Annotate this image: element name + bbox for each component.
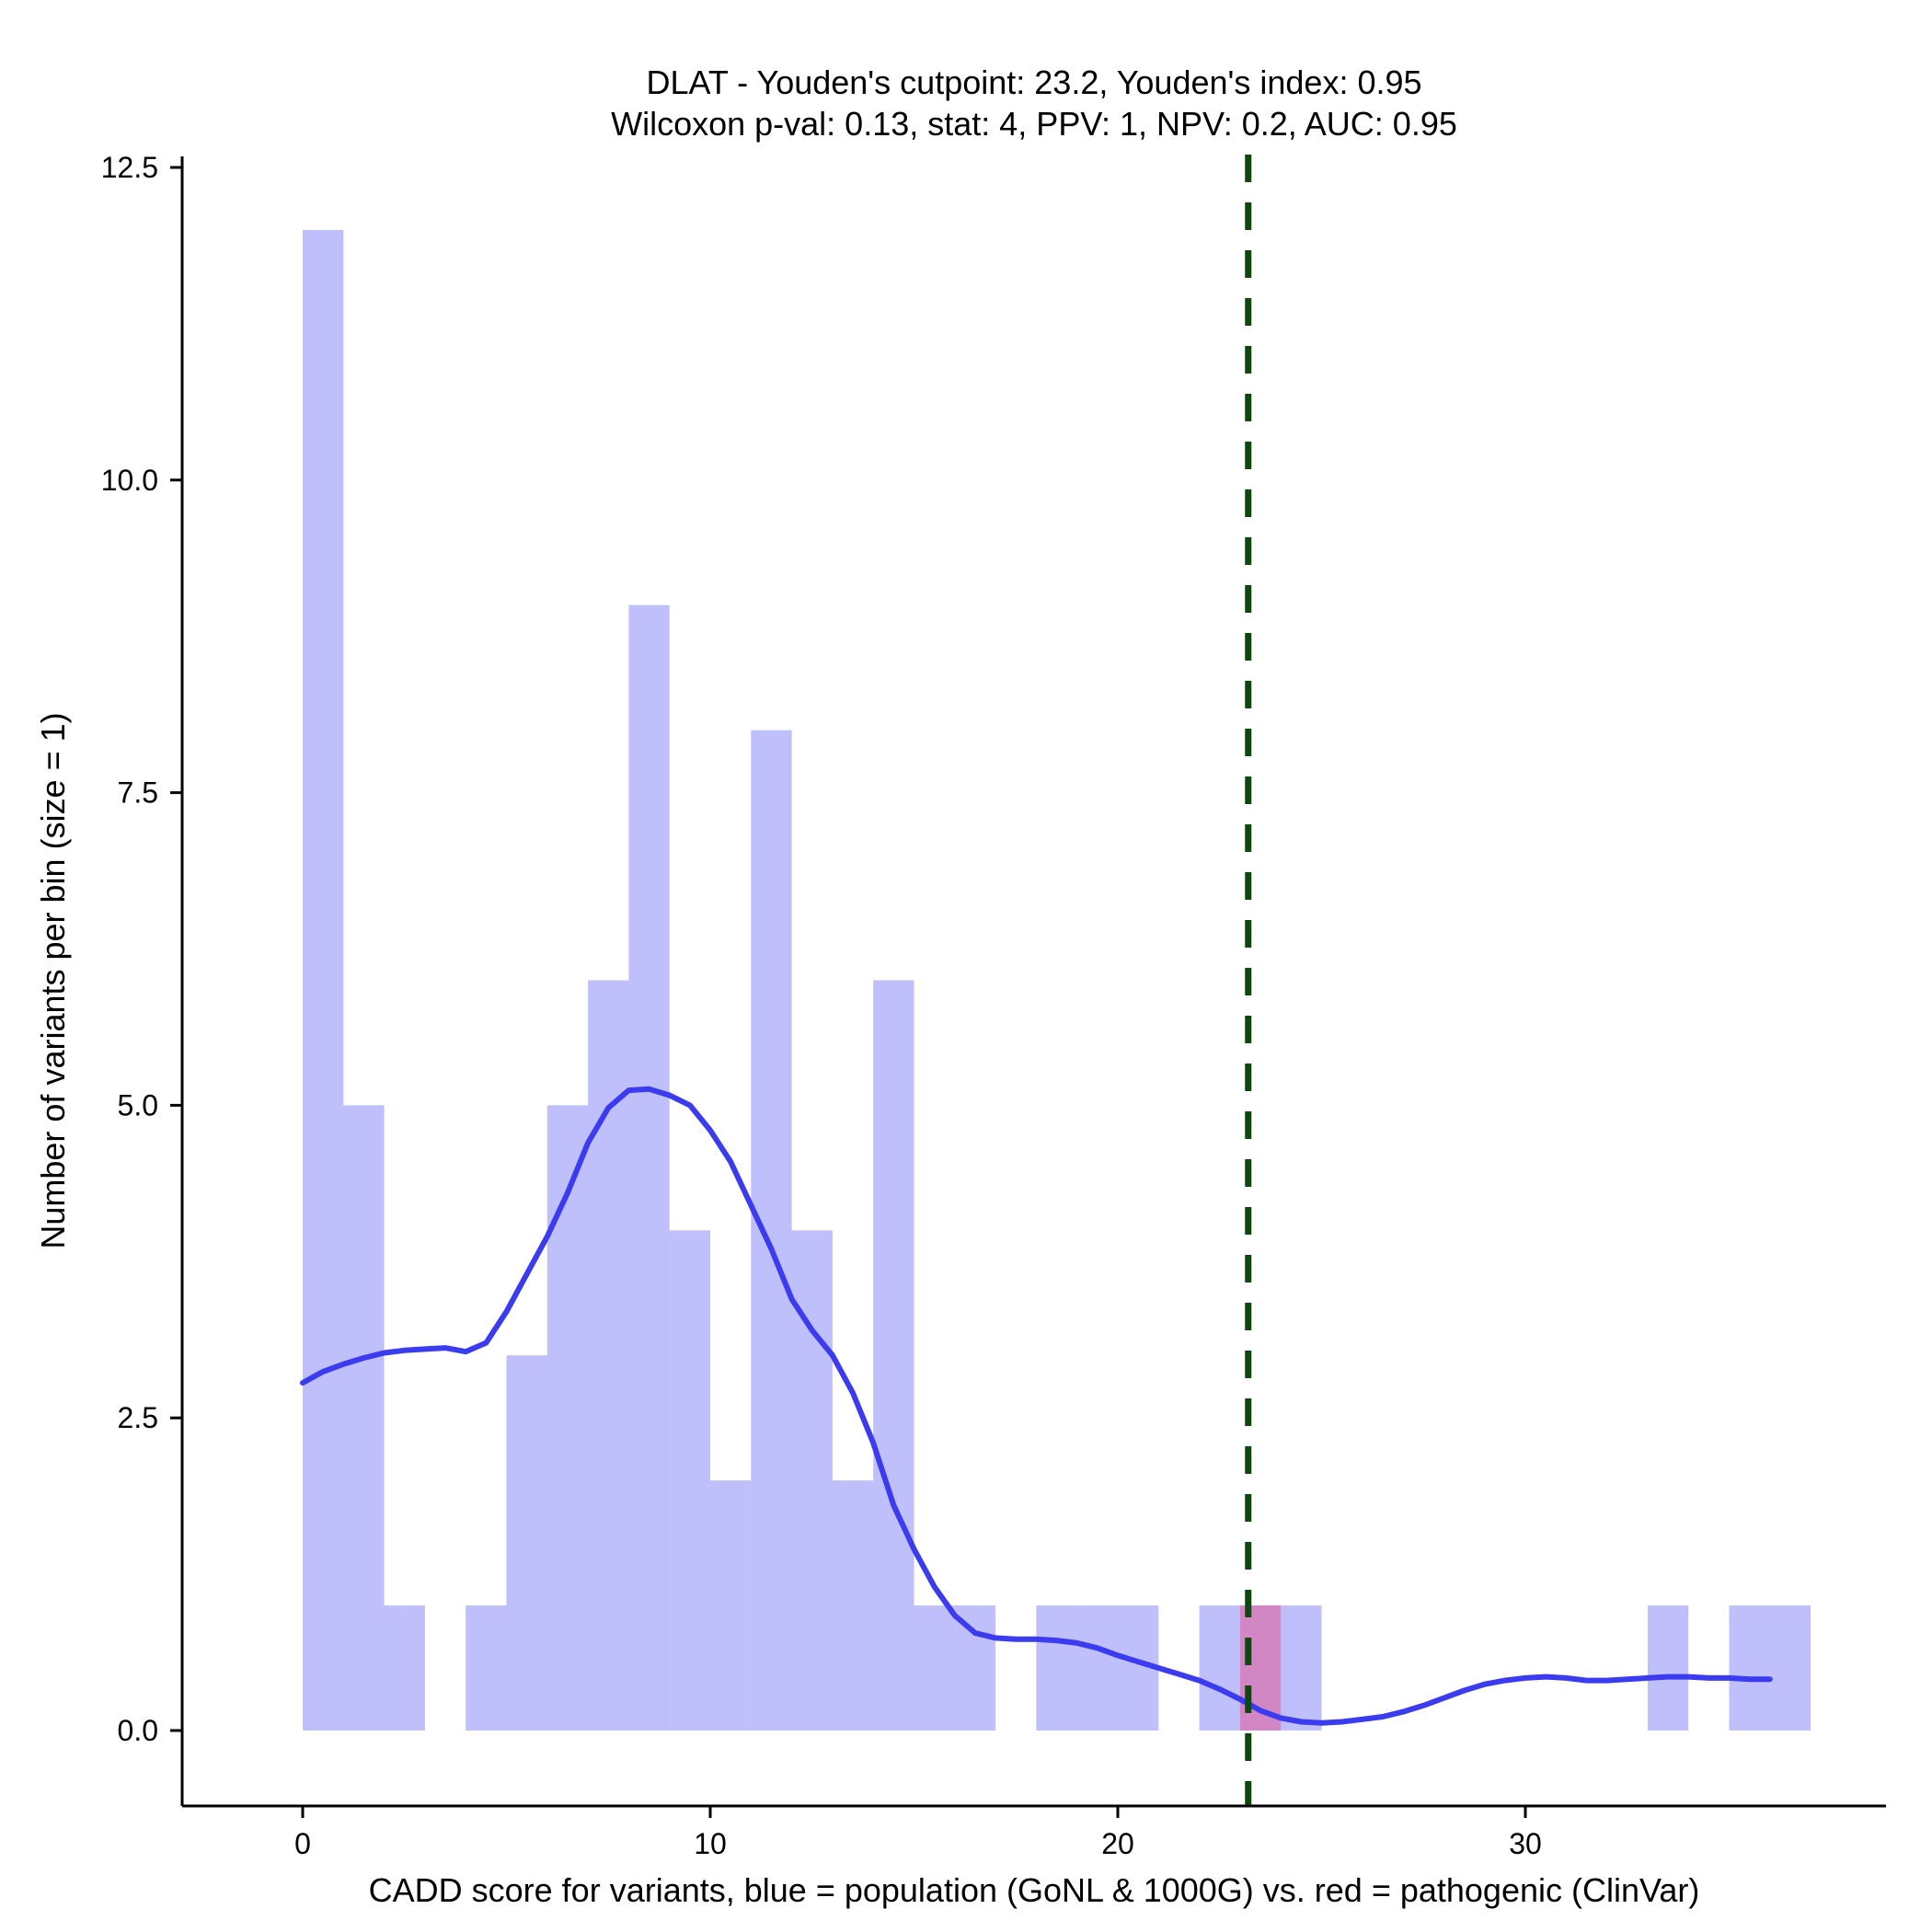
population-bar bbox=[954, 1605, 996, 1731]
population-bar bbox=[1281, 1605, 1322, 1731]
y-tick-label: 2.5 bbox=[118, 1401, 158, 1434]
population-bar bbox=[873, 980, 914, 1731]
bars-layer bbox=[303, 229, 1811, 1731]
x-tick-label: 20 bbox=[1101, 1827, 1134, 1860]
ticks-layer: 0 10 20 30 0.0 2.5 5.0 7.5 10.0 12.5 bbox=[101, 151, 1542, 1860]
population-bar bbox=[1729, 1605, 1770, 1731]
population-bar bbox=[710, 1480, 752, 1731]
x-tick-label: 30 bbox=[1509, 1827, 1542, 1860]
population-bar bbox=[1647, 1605, 1689, 1731]
population-bar bbox=[914, 1605, 955, 1731]
x-tick-label: 10 bbox=[694, 1827, 727, 1860]
y-tick-label: 7.5 bbox=[118, 776, 158, 810]
axes-layer bbox=[180, 156, 1886, 1808]
density-curve bbox=[300, 1086, 1773, 1726]
population-bar bbox=[1076, 1605, 1118, 1731]
population-bar bbox=[303, 229, 344, 1731]
chart-title: DLAT - Youden's cutpoint: 23.2, Youden's… bbox=[646, 63, 1421, 101]
population-bar bbox=[1036, 1605, 1077, 1731]
population-bar bbox=[343, 1105, 385, 1731]
y-tick-label: 5.0 bbox=[118, 1088, 158, 1121]
y-tick-label: 10.0 bbox=[101, 464, 158, 497]
population-bar bbox=[466, 1605, 507, 1731]
x-axis-label: CADD score for variants, blue = populati… bbox=[369, 1871, 1700, 1909]
population-bar bbox=[832, 1480, 874, 1731]
x-tick-label: 0 bbox=[294, 1827, 311, 1860]
y-axis-label: Number of variants per bin (size = 1) bbox=[34, 712, 72, 1248]
y-tick-label: 0.0 bbox=[118, 1714, 158, 1747]
population-bar bbox=[751, 730, 792, 1731]
density-curve-layer bbox=[300, 1086, 1773, 1726]
population-bar bbox=[669, 1230, 710, 1731]
population-bar bbox=[506, 1355, 547, 1731]
chart-subtitle: Wilcoxon p-val: 0.13, stat: 4, PPV: 1, N… bbox=[611, 105, 1457, 143]
population-bar bbox=[1769, 1605, 1811, 1731]
population-bar bbox=[546, 1105, 589, 1731]
y-tick-label: 12.5 bbox=[101, 151, 158, 184]
population-bar bbox=[1199, 1605, 1240, 1731]
population-bar bbox=[384, 1605, 425, 1731]
population-bar bbox=[628, 604, 670, 1731]
